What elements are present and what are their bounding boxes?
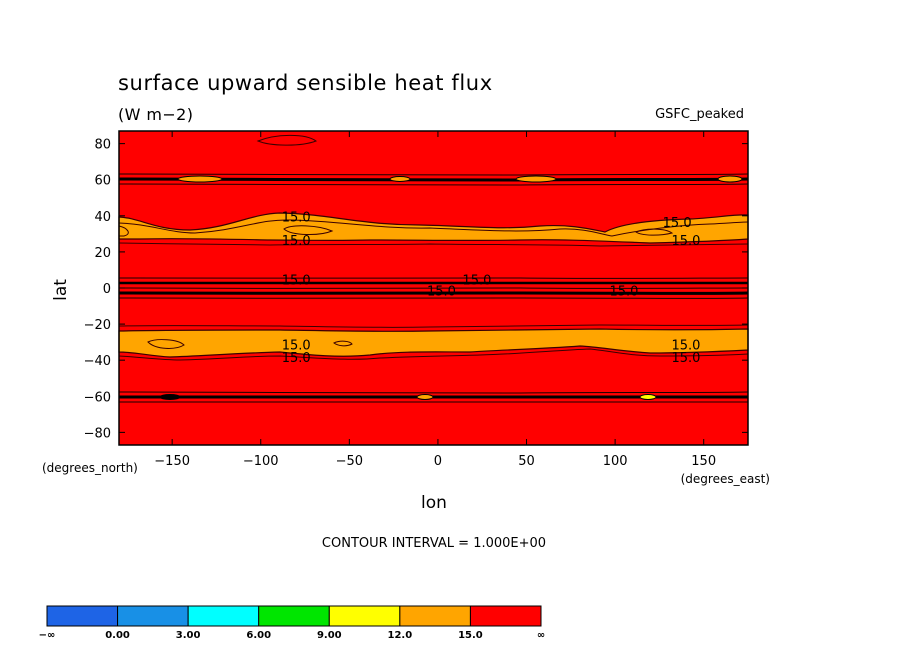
- contour-label: 15.0: [282, 339, 311, 354]
- y-tick-label: 40: [94, 210, 111, 225]
- colorbar-swatch: [328, 605, 401, 627]
- y-tick-label: −60: [84, 390, 111, 405]
- orange-band-south: [118, 328, 749, 358]
- contour-label: 15.0: [282, 351, 311, 366]
- y-axis-label: lat: [51, 279, 71, 301]
- y-units-note: (degrees_north): [42, 461, 138, 475]
- contour-80n-small: [256, 134, 318, 146]
- plot-area: 15.015.015.015.015.0 15.015.0 15.015.015.0…: [118, 130, 749, 446]
- contour-label: 15.0: [282, 274, 311, 289]
- x-units-note: (degrees_east): [681, 472, 770, 486]
- experiment-label: GSFC_peaked: [655, 107, 744, 122]
- x-axis-label: lon: [421, 493, 447, 513]
- contour-nh-small-1: [118, 225, 129, 237]
- contour-cluster-equator: [118, 277, 749, 299]
- contour-label: 15.0: [282, 234, 311, 249]
- contour-label: 15.0: [672, 351, 701, 366]
- colorbar-swatch: [399, 605, 471, 627]
- contour-sh-small-1: [147, 339, 185, 349]
- colorbar-tick-label: 6.00: [246, 630, 271, 641]
- colorbar-tick-label: 12.0: [388, 630, 413, 641]
- chart-title: surface upward sensible heat flux: [118, 71, 493, 95]
- colorbar-tick-label: ∞: [537, 630, 545, 641]
- x-tick-label: 100: [603, 454, 628, 469]
- x-tick-label: 150: [691, 454, 716, 469]
- contour-label: 15.0: [427, 284, 456, 299]
- contour-nh-small-3: [634, 228, 674, 236]
- colorbar-swatch: [117, 605, 189, 627]
- x-tick-label: −150: [154, 454, 190, 469]
- contour-label: 15.0: [672, 234, 701, 249]
- y-tick-label: −20: [84, 318, 111, 333]
- y-axis: −80 −60 −40 −20 0 20 40 60 80: [84, 138, 748, 441]
- contour-line-sh-upper: [118, 324, 749, 328]
- y-tick-label: 80: [94, 138, 111, 153]
- y-tick-label: 20: [94, 246, 111, 261]
- x-axis: −150 −100 −50 0 50 100 150: [154, 131, 716, 469]
- colorbar-tick-label: 15.0: [458, 630, 483, 641]
- colorbar-tick-label: 9.00: [317, 630, 342, 641]
- x-tick-label: −50: [336, 454, 363, 469]
- colorbar-swatch: [46, 605, 119, 627]
- x-tick-label: 0: [434, 454, 442, 469]
- contour-cluster-60n: [118, 173, 749, 186]
- colorbar-swatch: [258, 605, 330, 627]
- contour-labels: 15.015.015.015.015.0 15.015.0 15.015.015.0…: [282, 210, 701, 366]
- contour-line-sh-lower: [118, 348, 749, 361]
- contour-interval-text: CONTOUR INTERVAL = 1.000E+00: [322, 536, 546, 551]
- colorbar: −∞ 0.00 3.00 6.00 9.00 12.0 15.0 ∞: [39, 605, 545, 641]
- x-tick-label: 50: [518, 454, 535, 469]
- contour-label: 15.0: [672, 339, 701, 354]
- colorbar-tick-label: −∞: [39, 630, 56, 641]
- chart-units: (W m−2): [118, 105, 193, 124]
- contour-label: 15.0: [663, 216, 692, 231]
- contour-line-nh-upper: [118, 219, 749, 237]
- contour-sh-small-2: [333, 340, 353, 347]
- contour-nh-small-2: [283, 225, 334, 235]
- contour-label: 15.0: [462, 274, 491, 289]
- colorbar-swatch: [187, 605, 260, 627]
- contour-cluster-60s: [118, 391, 749, 403]
- y-tick-label: 0: [103, 282, 111, 297]
- y-tick-label: −40: [84, 354, 111, 369]
- contour-line-nh-lower: [118, 242, 749, 247]
- contour-label: 15.0: [609, 284, 638, 299]
- x-tick-label: −100: [243, 454, 279, 469]
- colorbar-tick-label: 0.00: [105, 630, 130, 641]
- y-tick-label: −80: [84, 426, 111, 441]
- contour-label: 15.0: [282, 210, 311, 225]
- y-tick-label: 60: [94, 174, 111, 189]
- colorbar-tick-label: 3.00: [176, 630, 201, 641]
- colorbar-swatch: [469, 605, 542, 627]
